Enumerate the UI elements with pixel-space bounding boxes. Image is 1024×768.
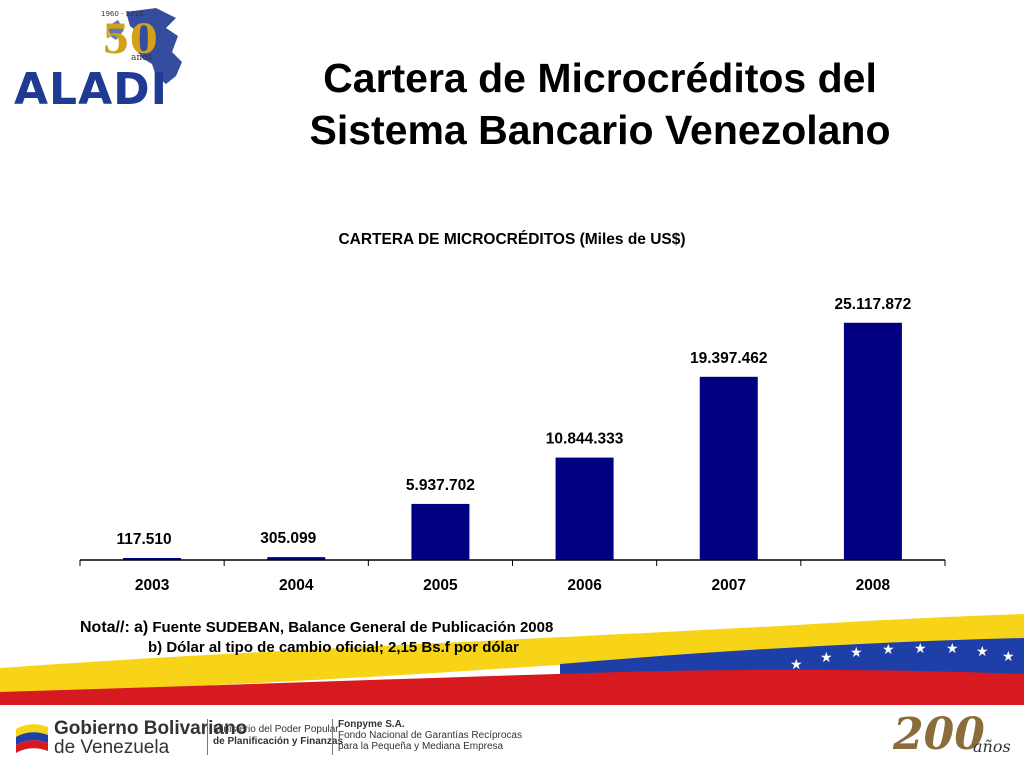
note: Nota//: a) Fuente SUDEBAN, Balance Gener…	[80, 618, 553, 658]
svg-text:★: ★	[790, 656, 803, 672]
svg-text:★: ★	[820, 649, 833, 665]
aladi-logo: 1960 - 2010 50 años ALADI	[6, 6, 196, 112]
fonpyme-line1: Fonpyme S.A.	[338, 719, 405, 730]
note-label: Nota//:	[80, 619, 130, 636]
x-tick-label-2004: 2004	[279, 577, 314, 594]
x-tick-label-2005: 2005	[423, 577, 458, 594]
data-label-2007: 19.397.462	[690, 350, 768, 367]
x-tick-label-2003: 2003	[135, 577, 170, 594]
svg-text:★: ★	[914, 640, 927, 656]
svg-text:★: ★	[850, 644, 863, 660]
note-line-a: Nota//: a) Fuente SUDEBAN, Balance Gener…	[80, 618, 553, 638]
ministry-name: Ministerio del Poder Popular de Planific…	[213, 724, 343, 748]
bicentenario-logo: 200 años	[893, 713, 1013, 765]
bar-2003	[123, 558, 182, 560]
data-label-2006: 10.844.333	[546, 431, 624, 448]
page-title-line2: Sistema Bancario Venezolano	[309, 107, 891, 153]
flag-stars: ★ ★ ★ ★ ★ ★ ★ ★	[790, 640, 1015, 672]
ministry-line1: Ministerio del Poder Popular	[213, 724, 339, 735]
government-line1: Gobierno Bolivariano	[54, 718, 248, 739]
fonpyme-line2: Fondo Nacional de Garantías Recíprocas	[338, 730, 522, 741]
flag-wave-decoration: ★ ★ ★ ★ ★ ★ ★ ★	[0, 614, 1024, 708]
bar-2008	[843, 322, 902, 560]
bar-2004	[267, 557, 326, 560]
logo-fifty: 50	[102, 16, 158, 63]
data-label-2004: 305.099	[260, 530, 316, 547]
x-tick-label-2008: 2008	[856, 577, 891, 594]
svg-text:★: ★	[882, 641, 895, 657]
data-label-2005: 5.937.702	[406, 477, 475, 494]
bicentenario-number: 200	[893, 709, 985, 760]
note-a-letter: a)	[133, 619, 149, 636]
svg-text:★: ★	[976, 643, 989, 659]
data-label-2008: 25.117.872	[835, 296, 912, 313]
fonpyme-line3: para la Pequeña y Mediana Empresa	[338, 741, 504, 752]
bar-2005	[411, 503, 470, 560]
footer: Gobierno Bolivariano de Venezuela Minist…	[0, 705, 1024, 768]
government-name: Gobierno Bolivariano de Venezuela	[54, 719, 247, 757]
note-line-b: b) Dólar al tipo de cambio oficial; 2,15…	[148, 639, 519, 656]
venezuela-flag-icon	[16, 724, 48, 753]
bar-2007	[699, 376, 758, 560]
note-a-text: Fuente SUDEBAN, Balance General de Publi…	[152, 619, 554, 636]
data-label-2003: 117.510	[116, 531, 171, 548]
footer-divider	[207, 719, 208, 755]
fonpyme-name: Fonpyme S.A. Fondo Nacional de Garantías…	[338, 719, 522, 752]
ministry-line2: de Planificación y Finanzas	[213, 736, 344, 747]
svg-text:★: ★	[1002, 648, 1015, 664]
page-title: Cartera de Microcréditos del Sistema Ban…	[200, 52, 1000, 156]
logo-years: 1960 - 2010	[101, 10, 144, 18]
x-axis: 2003 2004 2005 2006 2007 2008	[79, 559, 946, 594]
data-labels-group: 117.510 305.099 5.937.702 10.844.333 19.397.…	[116, 296, 911, 548]
bars-group	[123, 322, 902, 560]
chart-title: CARTERA DE MICROCRÉDITOS (Miles de US$)	[338, 231, 685, 248]
government-line2: de Venezuela	[54, 737, 170, 758]
x-tick-label-2007: 2007	[712, 577, 746, 594]
page-title-line1: Cartera de Microcréditos del	[323, 55, 877, 101]
americas-map-icon	[108, 8, 182, 84]
logo-text: ALADI	[14, 64, 169, 115]
footer-divider	[332, 719, 333, 755]
logo-anos: años	[131, 53, 153, 63]
bar-chart: CARTERA DE MICROCRÉDITOS (Miles de US$) …	[79, 231, 946, 594]
x-tick-label-2006: 2006	[567, 577, 602, 594]
bicentenario-anos: años	[973, 737, 1011, 756]
bar-2006	[555, 457, 614, 560]
svg-text:★: ★	[946, 640, 959, 656]
